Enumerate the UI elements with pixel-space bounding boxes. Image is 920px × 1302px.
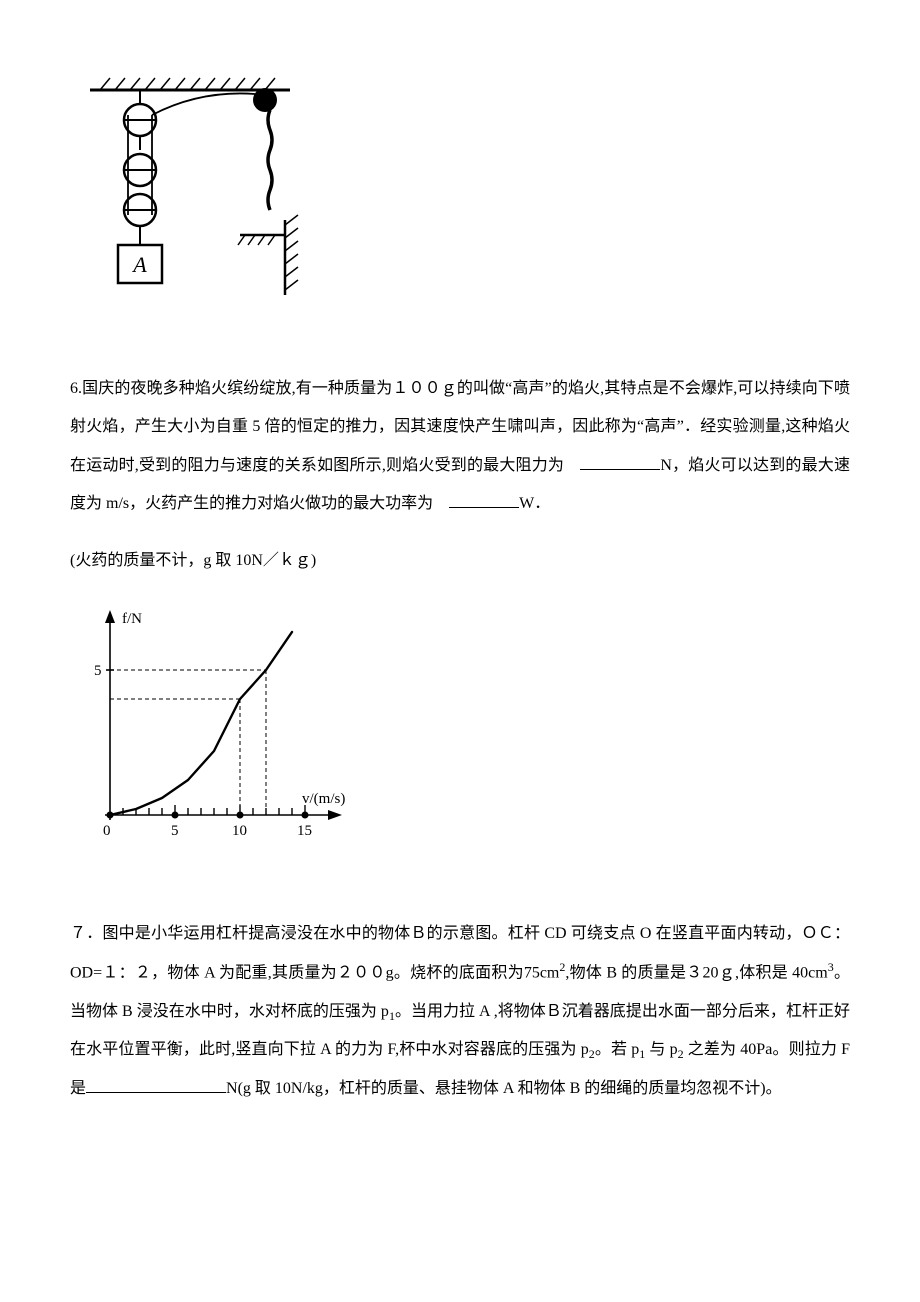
pulley-figure: A [70, 70, 850, 310]
q6-paragraph: 6.国庆的夜晚多种焰火缤纷绽放,有一种质量为１００ｇ的叫做“高声”的焰火,其特点… [70, 370, 850, 524]
svg-text:5: 5 [171, 823, 179, 839]
box-a-label: A [131, 252, 147, 277]
q7-text-2: ,物体 B 的质量是３20ｇ,体积是 40cm [565, 965, 827, 982]
q6-note: (火药的质量不计，g 取 10N／ｋｇ) [70, 542, 850, 580]
x-axis-label: v/(m/s) [302, 791, 345, 807]
y-axis-label: f/N [122, 611, 142, 627]
svg-text:0: 0 [103, 823, 111, 839]
q6-unit-2: W． [519, 495, 550, 512]
q6-blank-2 [449, 507, 519, 508]
pulley-svg: A [70, 70, 320, 310]
svg-text:10: 10 [232, 823, 247, 839]
q7-text-5: 。若 p [595, 1041, 640, 1058]
q7-paragraph: ７．图中是小华运用杠杆提高浸没在水中的物体Ｂ的示意图。杠杆 CD 可绕支点 O … [70, 915, 850, 1108]
chart-figure: f/N v/(m/s) 0 5 10 15 5 [70, 595, 850, 855]
svg-text:5: 5 [94, 663, 102, 679]
q7-blank-unit: N(g 取 10N/kg，杠杆的质量、悬挂物体 A 和物体 B 的细绳的质量均忽… [226, 1080, 782, 1097]
q6-blank-1 [580, 469, 660, 470]
q7-blank [86, 1092, 226, 1093]
chart-svg: f/N v/(m/s) 0 5 10 15 5 [70, 595, 360, 855]
q6-text-2: m/s，火药产生的推力对焰火做功的最大功率为 [106, 495, 449, 512]
q7-number: ７． [70, 925, 102, 942]
svg-text:15: 15 [297, 823, 312, 839]
q6-number: 6. [70, 380, 82, 397]
q7-text-6: 与 p [645, 1041, 677, 1058]
